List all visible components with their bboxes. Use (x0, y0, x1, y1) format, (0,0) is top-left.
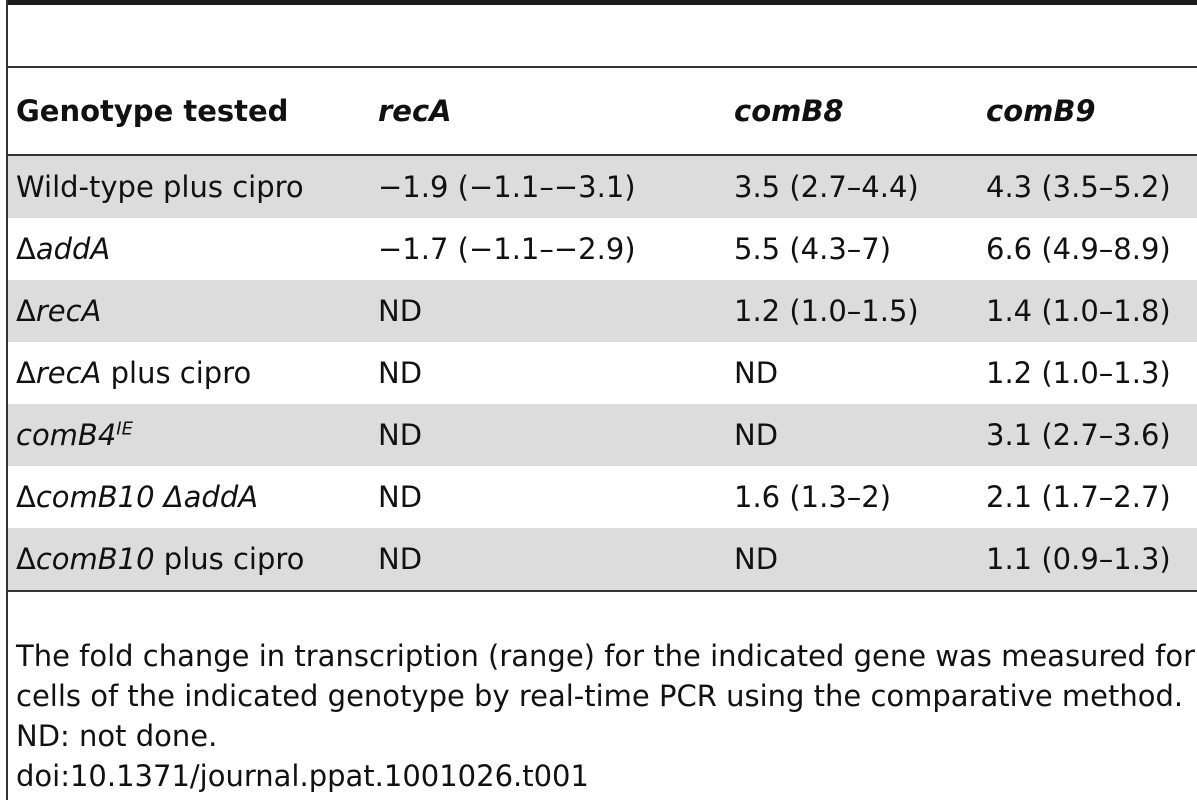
comb8-cell: ND (734, 418, 779, 452)
table-row: comB4IE ND ND 3.1 (2.7–3.6) (8, 404, 1197, 466)
table-row: ΔrecA plus cipro ND ND 1.2 (1.0–1.3) (8, 342, 1197, 404)
genotype-cell: Wild-type plus cipro (16, 170, 304, 204)
genotype-cell: ΔcomB10 plus cipro (16, 542, 305, 576)
table-header-row: Genotype tested recA comB8 comB9 (8, 67, 1197, 155)
header-reca: recA (378, 94, 452, 128)
reca-cell: ND (378, 294, 423, 328)
data-table-container: Genotype tested recA comB8 comB9 Wild-ty… (8, 66, 1197, 592)
comb8-cell: 1.6 (1.3–2) (734, 480, 892, 514)
table-row: ΔcomB10 plus cipro ND ND 1.1 (0.9–1.3) (8, 528, 1197, 591)
genotype-cell: ΔrecA (16, 294, 102, 328)
table-row: ΔrecA ND 1.2 (1.0–1.5) 1.4 (1.0–1.8) (8, 280, 1197, 342)
table-footnote: The fold change in transcription (range)… (16, 639, 1196, 753)
reca-cell: ND (378, 418, 423, 452)
reca-cell: ND (378, 542, 423, 576)
comb8-cell: ND (734, 542, 779, 576)
genotype-cell: ΔaddA (16, 232, 111, 266)
table-body: Wild-type plus cipro −1.9 (−1.1–−3.1) 3.… (8, 155, 1197, 591)
data-table: Genotype tested recA comB8 comB9 Wild-ty… (8, 66, 1197, 592)
genotype-cell: comB4IE (16, 418, 133, 452)
header-comb9: comB9 (986, 94, 1096, 128)
comb9-cell: 6.6 (4.9–8.9) (986, 232, 1171, 266)
comb8-cell: ND (734, 356, 779, 390)
comb8-cell: 1.2 (1.0–1.5) (734, 294, 919, 328)
reca-cell: −1.7 (−1.1–−2.9) (378, 232, 636, 266)
doi-link[interactable]: doi:10.1371/journal.ppat.1001026.t001 (16, 759, 589, 793)
genotype-cell: ΔrecA plus cipro (16, 356, 252, 390)
comb8-cell: 3.5 (2.7–4.4) (734, 170, 919, 204)
comb9-cell: 1.1 (0.9–1.3) (986, 542, 1171, 576)
comb8-cell: 5.5 (4.3–7) (734, 232, 892, 266)
comb9-cell: 1.2 (1.0–1.3) (986, 356, 1171, 390)
header-genotype: Genotype tested (16, 94, 289, 128)
header-comb8: comB8 (734, 94, 844, 128)
top-rule (8, 0, 1197, 5)
reca-cell: ND (378, 480, 423, 514)
table-row: Wild-type plus cipro −1.9 (−1.1–−3.1) 3.… (8, 155, 1197, 218)
reca-cell: ND (378, 356, 423, 390)
comb9-cell: 4.3 (3.5–5.2) (986, 170, 1171, 204)
table-row: ΔaddA −1.7 (−1.1–−2.9) 5.5 (4.3–7) 6.6 (… (8, 218, 1197, 280)
reca-cell: −1.9 (−1.1–−3.1) (378, 170, 636, 204)
comb9-cell: 3.1 (2.7–3.6) (986, 418, 1171, 452)
comb9-cell: 2.1 (1.7–2.7) (986, 480, 1171, 514)
left-rule (6, 0, 8, 800)
table-row: ΔcomB10 ΔaddA ND 1.6 (1.3–2) 2.1 (1.7–2.… (8, 466, 1197, 528)
comb9-cell: 1.4 (1.0–1.8) (986, 294, 1171, 328)
genotype-cell: ΔcomB10 ΔaddA (16, 480, 259, 514)
